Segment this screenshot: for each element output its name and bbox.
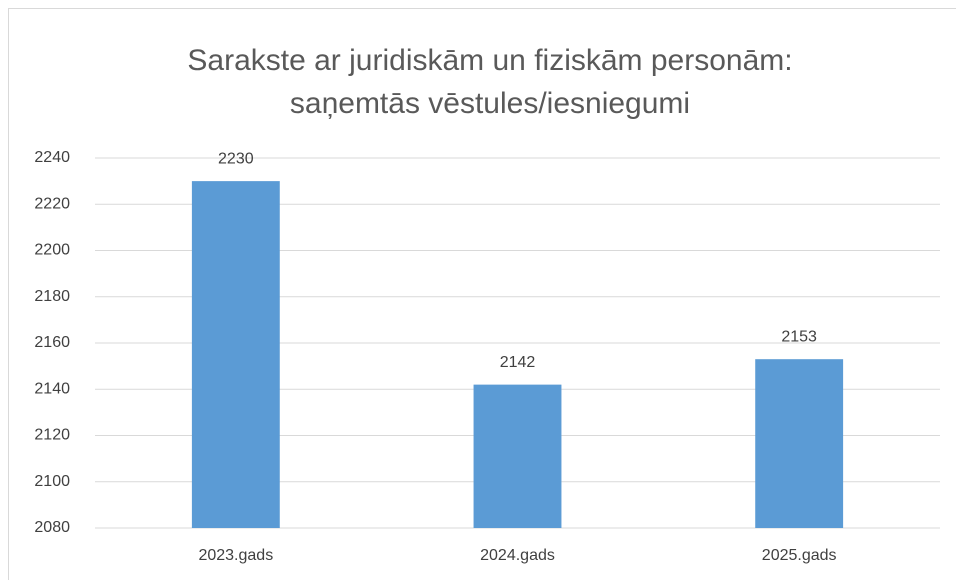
y-tick-label: 2220 xyxy=(34,195,70,212)
x-tick-label: 2024.gads xyxy=(480,547,555,564)
y-tick-label: 2140 xyxy=(34,380,70,397)
bar xyxy=(755,359,844,528)
bar xyxy=(191,181,280,528)
y-tick-label: 2240 xyxy=(34,149,70,166)
y-tick-label: 2160 xyxy=(34,334,70,351)
y-tick-label: 2100 xyxy=(34,473,70,490)
data-label: 2153 xyxy=(781,328,817,345)
y-tick-label: 2200 xyxy=(34,242,70,259)
x-tick-label: 2025.gads xyxy=(762,547,837,564)
chart-title: Sarakste ar juridiskām un fiziskām perso… xyxy=(187,44,792,77)
data-label: 2230 xyxy=(218,150,254,167)
y-tick-label: 2180 xyxy=(34,288,70,305)
chart-title: saņemtās vēstules/iesniegumi xyxy=(290,87,690,120)
y-tick-label: 2080 xyxy=(34,519,70,536)
x-tick-label: 2023.gads xyxy=(198,547,273,564)
data-label: 2142 xyxy=(500,354,536,371)
y-tick-label: 2120 xyxy=(34,427,70,444)
bar xyxy=(473,384,562,528)
